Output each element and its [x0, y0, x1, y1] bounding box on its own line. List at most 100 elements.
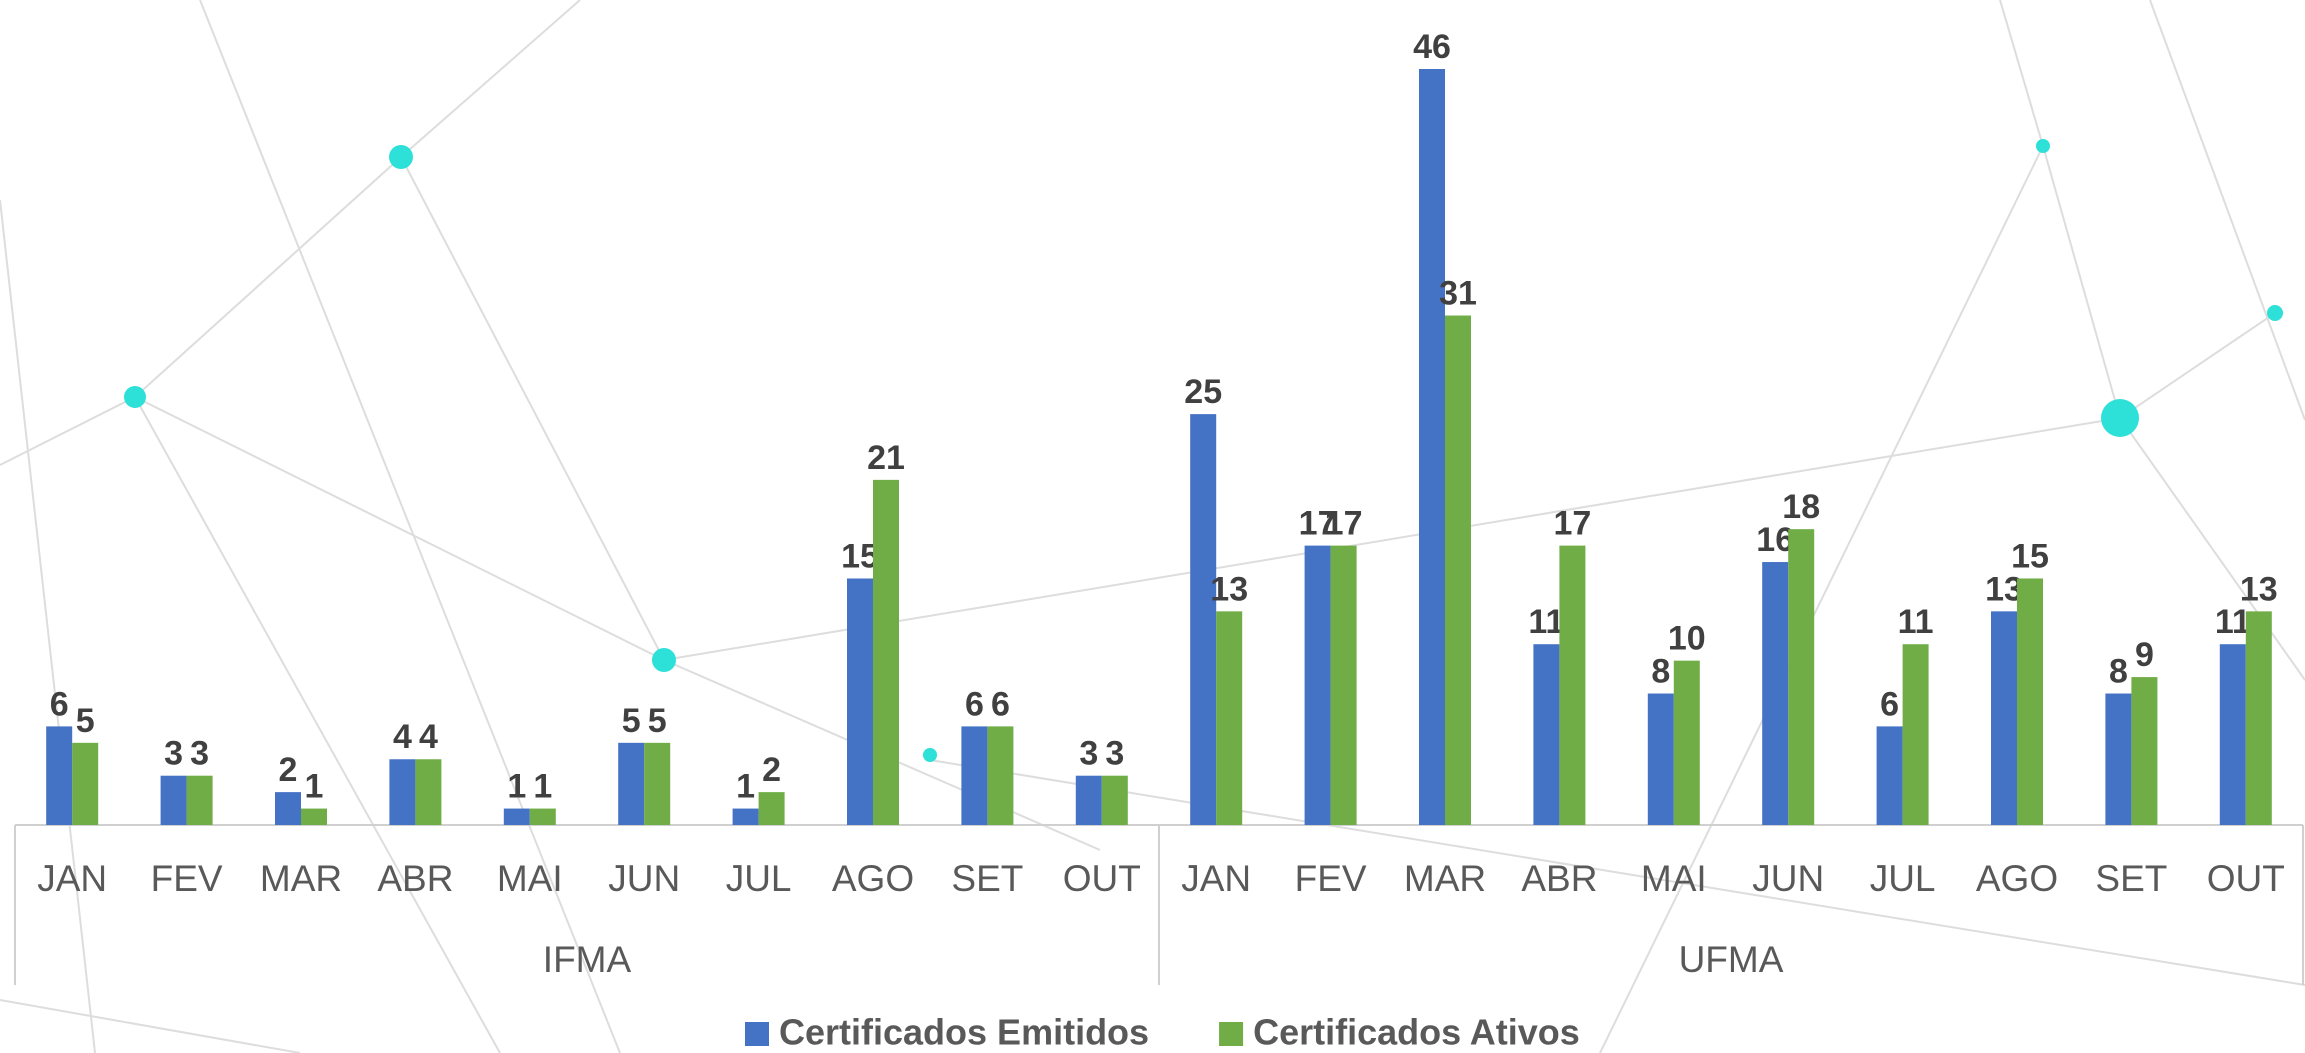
bar: [275, 792, 301, 825]
bar: [503, 808, 530, 825]
legend-label: Certificados Emitidos: [779, 1012, 1149, 1053]
bar: [618, 742, 645, 825]
bar: [186, 775, 213, 825]
bar: [72, 742, 99, 825]
data-label: 11: [1528, 603, 1564, 641]
bar: [2245, 611, 2272, 825]
data-label: 21: [867, 439, 905, 477]
data-label: 1: [305, 768, 324, 806]
x-tick-label: MAI: [1641, 858, 1707, 899]
bar: [1788, 529, 1815, 825]
data-label: 17: [1325, 505, 1363, 543]
data-label: 3: [164, 735, 183, 773]
x-tick-label: SET: [2095, 858, 2167, 899]
data-label: 6: [1880, 685, 1899, 723]
x-tick-label: SET: [951, 858, 1023, 899]
bar: [1330, 545, 1357, 825]
data-label: 17: [1553, 505, 1591, 543]
x-tick-label: OUT: [2207, 858, 2285, 899]
data-label: 6: [50, 685, 69, 723]
data-label: 1: [533, 768, 552, 806]
bar: [873, 479, 899, 825]
bar: [2131, 677, 2158, 825]
bar: [389, 759, 416, 825]
bar: [987, 726, 1014, 825]
x-tick-label: OUT: [1063, 858, 1141, 899]
x-tick-label: MAI: [497, 858, 563, 899]
bar: [1075, 775, 1102, 825]
bar: [1876, 726, 1903, 825]
bar: [2017, 578, 2043, 825]
data-label: 3: [1079, 735, 1098, 773]
data-label: 10: [1668, 620, 1706, 658]
data-label: 3: [190, 735, 209, 773]
data-label: 15: [841, 537, 879, 575]
x-tick-label: AGO: [1976, 858, 2058, 899]
x-tick-label: JAN: [37, 858, 107, 899]
data-label: 31: [1439, 275, 1477, 313]
data-label: 2: [762, 751, 781, 789]
bar: [1673, 660, 1700, 825]
data-label: 1: [736, 768, 755, 806]
data-label: 5: [622, 702, 641, 740]
x-tick-label: FEV: [151, 858, 223, 899]
data-label: 6: [991, 685, 1010, 723]
bar: [644, 742, 671, 825]
x-tick-label: ABR: [377, 858, 453, 899]
data-label: 13: [2240, 570, 2278, 608]
x-tick-label: ABR: [1521, 858, 1597, 899]
data-label: 8: [2109, 653, 2128, 691]
data-label: 2: [279, 751, 298, 789]
data-label: 15: [2011, 537, 2049, 575]
x-tick-label: JUL: [726, 858, 792, 899]
bar: [1101, 775, 1128, 825]
data-label: 8: [1651, 653, 1670, 691]
x-tick-label: JUN: [608, 858, 680, 899]
x-tick-label: FEV: [1295, 858, 1367, 899]
bar: [1533, 644, 1560, 825]
data-label: 5: [76, 702, 95, 740]
data-label: 25: [1184, 373, 1222, 411]
data-label: 11: [1898, 603, 1934, 641]
x-tick-label: JUL: [1870, 858, 1936, 899]
bar: [415, 759, 442, 825]
x-tick-label: JUN: [1752, 858, 1824, 899]
legend-label: Certificados Ativos: [1253, 1012, 1580, 1053]
bar: [1559, 545, 1586, 825]
bar: [46, 726, 73, 825]
bar: [1304, 545, 1331, 825]
legend-swatch: [745, 1022, 769, 1046]
x-tick-label: JAN: [1181, 858, 1251, 899]
bar: [529, 808, 556, 825]
data-label: 9: [2135, 636, 2154, 674]
data-label: 16: [1756, 521, 1794, 559]
data-label: 4: [393, 718, 412, 756]
bar: [301, 808, 327, 825]
legend-swatch: [1219, 1022, 1244, 1046]
bar: [1419, 69, 1445, 825]
group-label: IFMA: [543, 939, 632, 980]
x-tick-label: AGO: [832, 858, 914, 899]
bar: [160, 775, 187, 825]
data-label: 46: [1413, 28, 1451, 66]
bar: [1902, 644, 1929, 825]
bar: [1991, 611, 2017, 825]
bar: [2105, 693, 2132, 825]
x-tick-label: MAR: [1404, 858, 1486, 899]
data-label: 11: [2215, 603, 2251, 641]
data-label: 13: [1985, 570, 2023, 608]
bar: [1190, 414, 1217, 825]
data-label: 4: [419, 718, 438, 756]
bar: [1445, 315, 1471, 825]
x-tick-label: MAR: [260, 858, 342, 899]
bar: [1647, 693, 1674, 825]
data-label: 17: [1299, 505, 1337, 543]
data-label: 5: [648, 702, 667, 740]
bar: [1216, 611, 1243, 825]
data-label: 6: [965, 685, 984, 723]
data-label: 3: [1105, 735, 1124, 773]
data-label: 18: [1782, 488, 1820, 526]
bar: [847, 578, 873, 825]
